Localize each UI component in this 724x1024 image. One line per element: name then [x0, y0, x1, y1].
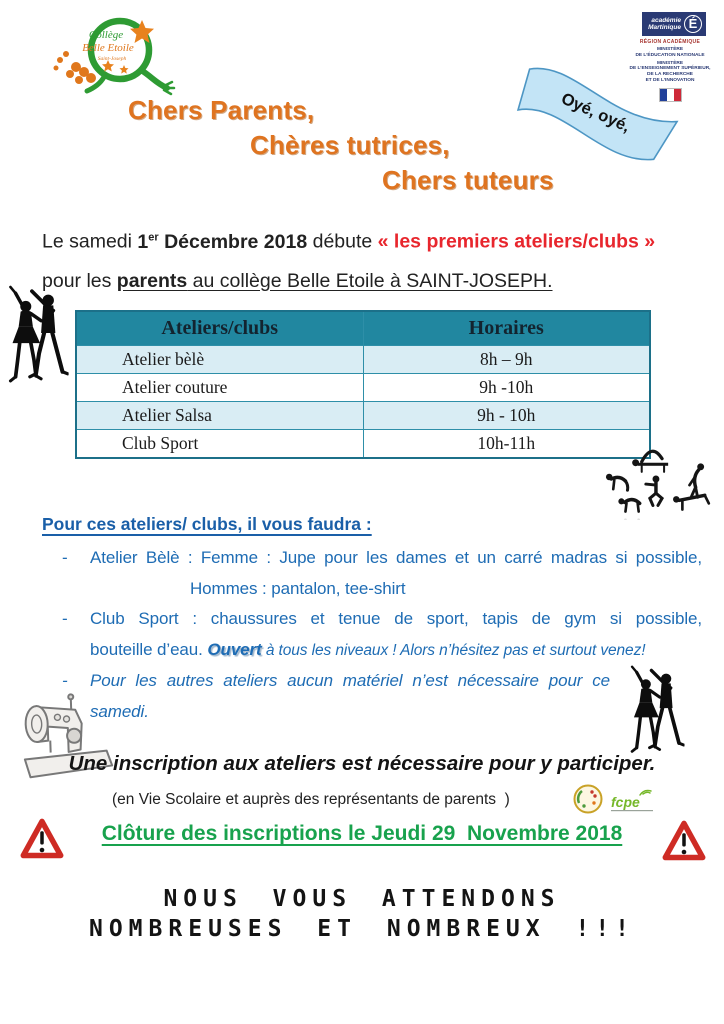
salsa-dancers-icon — [5, 284, 69, 386]
ministry-line: MINISTÈRE — [656, 47, 684, 52]
atelier-name: Atelier Salsa — [75, 401, 364, 430]
intro-date: 1er Décembre 2018 — [137, 230, 313, 253]
requirements-heading: Pour ces ateliers/ clubs, il vous faudra… — [42, 514, 372, 534]
registration-sub-note: (en Vie Scolaire et auprès des représent… — [112, 791, 510, 808]
ministry-line: MINISTÈRE — [656, 60, 684, 66]
closing-line-2: NOMBREUSES ET NOMBREUX !!! — [88, 916, 636, 942]
intro-paragraph: Le samedi 1er Décembre 2018 débute « les… — [42, 218, 697, 301]
table-header-horaires: Horaires — [362, 310, 651, 346]
requirement-text: Hommes : pantalon, tee-shirt — [190, 578, 406, 598]
svg-text:Collège: Collège — [89, 29, 123, 41]
requirement-text: samedi. — [90, 701, 149, 721]
svg-text:Belle Etoile: Belle Etoile — [82, 42, 134, 54]
academie-region-name: Martinique — [648, 24, 681, 31]
atelier-time: 10h-11h — [362, 429, 651, 459]
ministry-line: DE L’ENSEIGNEMENT SUPÉRIEUR, — [629, 66, 711, 72]
academie-name: académie — [651, 17, 681, 24]
gym-exercises-icon — [604, 449, 711, 520]
intro-seg3: débute — [312, 230, 378, 253]
requirement-item-3: Pour les autres ateliers aucun matériel … — [62, 666, 702, 727]
atelier-name: Atelier bèlè — [75, 345, 364, 374]
table-row: Atelier bèlè 8h – 9h — [75, 345, 651, 374]
svg-text:fcpe: fcpe — [611, 794, 640, 810]
intro-highlight: « les premiers ateliers/clubs » — [377, 230, 656, 253]
ministry-line: DE L’ÉDUCATION NATIONALE — [635, 52, 705, 58]
salsa-dancers-icon — [627, 664, 685, 756]
table-row: Club Sport 10h-11h — [75, 429, 651, 459]
oye-ribbon: Oyé, oyé, — [516, 67, 679, 161]
table-header-row: Ateliers/clubs Horaires — [75, 310, 651, 346]
school-logo: Collège Belle Etoile Saint-Joseph — [53, 17, 176, 96]
academie-e-icon: É — [684, 15, 702, 33]
requirements-list: Atelier Bèlè : Femme : Jupe pour les dam… — [62, 543, 702, 727]
intro-underlined: parents au collège Belle Etoile à SAINT-… — [116, 269, 553, 292]
atelier-time: 9h - 10h — [362, 401, 651, 430]
atelier-name: Atelier couture — [75, 373, 364, 402]
french-flag-icon — [658, 87, 682, 102]
svg-text:Saint-Joseph: Saint-Joseph — [98, 56, 127, 62]
requirement-text: Atelier Bèlè : Femme : Jupe pour les dam… — [90, 548, 702, 567]
requirement-text: Pour les autres ateliers aucun matériel … — [90, 671, 610, 690]
registration-note: Une inscription aux ateliers est nécessa… — [68, 752, 656, 775]
deadline-notice: Clôture des inscriptions le Jeudi 29 Nov… — [101, 822, 623, 845]
atelier-time: 8h – 9h — [362, 345, 651, 374]
ouvert-emphasis: Ouvert — [207, 639, 262, 659]
greeting-line-3: Chers tuteurs — [382, 165, 554, 195]
table-header-ateliers: Ateliers/clubs — [75, 310, 364, 346]
table-row: Atelier Salsa 9h - 10h — [75, 401, 651, 430]
requirement-text: Club Sport : chaussures et tenue de spor… — [90, 609, 702, 628]
greeting-line-1: Chers Parents, — [128, 95, 315, 125]
fcpe-logo: fcpe — [611, 789, 653, 812]
intro-seg1: Le samedi — [42, 230, 138, 253]
academie-logo: académie Martinique É RÉGION ACADÉMIQUE … — [628, 12, 712, 102]
bullet-dash-icon — [62, 604, 90, 666]
bullet-dash-icon — [62, 543, 90, 604]
warning-icon-right — [662, 820, 706, 861]
region-academique-label: RÉGION ACADÉMIQUE — [639, 39, 701, 45]
greeting-line-2: Chères tutrices, — [250, 130, 450, 160]
table-row: Atelier couture 9h -10h — [75, 373, 651, 402]
ateliers-table: Ateliers/clubs Horaires Atelier bèlè 8h … — [75, 310, 651, 459]
ministry-line: DE LA RECHERCHE — [647, 72, 693, 78]
warning-icon-left — [20, 818, 64, 859]
closing-line-1: NOUS VOUS ATTENDONS — [163, 886, 561, 912]
ministry-line: ET DE L’INNOVATION — [645, 77, 695, 83]
atelier-time: 9h -10h — [362, 373, 651, 402]
parents-association-logo — [573, 784, 603, 814]
academie-box: académie Martinique É — [642, 12, 706, 36]
atelier-name: Club Sport — [75, 429, 364, 459]
intro-seg4: pour les — [42, 269, 117, 292]
requirement-item-2: Club Sport : chaussures et tenue de spor… — [62, 604, 702, 666]
requirement-text: bouteille d’eau. Ouvert à tous les nivea… — [90, 639, 646, 659]
requirement-item-1: Atelier Bèlè : Femme : Jupe pour les dam… — [62, 543, 702, 604]
sewing-machine-icon — [23, 693, 114, 779]
